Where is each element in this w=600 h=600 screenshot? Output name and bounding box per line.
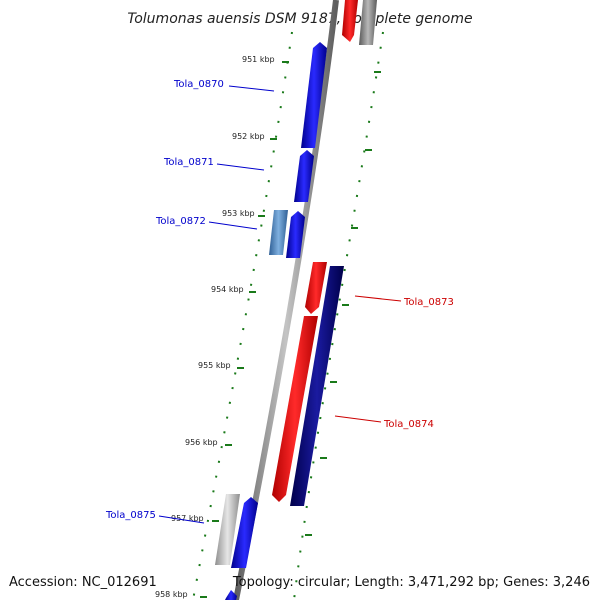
gene-arrow-tola-0872-steel [269,210,288,255]
gene-label-tola-0875[interactable]: Tola_0875 [105,510,156,521]
gene-arrow-bottom [225,590,237,600]
gene-arrow-tola-0873 [305,262,327,314]
gene-arrow-tola-0872 [286,211,305,258]
leader-line-tola-0870 [228,85,275,92]
leader-line-tola-0875 [158,515,205,524]
scale-label: 958 kbp [155,590,188,599]
scale-label: 952 kbp [232,132,265,141]
scale-label: 953 kbp [222,209,255,218]
gene-labels: Tola_0870 Tola_0871 Tola_0872 Tola_0873 … [105,79,454,521]
gene-arrow-tola-0871 [294,150,314,202]
scale-label: 955 kbp [198,361,231,370]
accession-text: Accession: NC_012691 [9,575,157,590]
map-title: Tolumonas auensis DSM 9187, complete gen… [127,11,472,27]
gene-arrow-gray-top [359,0,377,45]
leader-lines [158,85,402,524]
gene-arrow-reverse-top [342,0,358,42]
gene-label-tola-0870[interactable]: Tola_0870 [173,79,224,90]
gene-arrow-tola-0874-navy [290,266,344,506]
scale-label: 954 kbp [211,285,244,294]
gene-arrow-tola-0875 [231,497,258,568]
gene-label-tola-0872[interactable]: Tola_0872 [155,216,206,227]
gene-label-tola-0873[interactable]: Tola_0873 [403,297,454,308]
scale-ticks-right [305,71,381,536]
gene-arrow-tola-0874 [272,316,318,502]
topology-text: Topology: circular; Length: 3,471,292 bp… [232,575,590,590]
scale-labels: 951 kbp 952 kbp 953 kbp 954 kbp 955 kbp … [155,55,275,599]
gene-label-tola-0874[interactable]: Tola_0874 [383,419,434,430]
scale-label: 957 kbp [171,514,204,523]
leader-line-tola-0871 [216,163,265,171]
leader-line-tola-0874 [334,415,382,423]
leader-line-tola-0873 [354,295,402,302]
gene-arrow-tola-0870 [301,42,327,148]
leader-line-tola-0872 [208,221,258,230]
scale-label: 956 kbp [185,438,218,447]
scale-label: 951 kbp [242,55,275,64]
scale-ticks [200,61,289,598]
gene-arrow-tola-0875-gray [215,494,240,565]
gene-label-tola-0871[interactable]: Tola_0871 [163,157,214,168]
